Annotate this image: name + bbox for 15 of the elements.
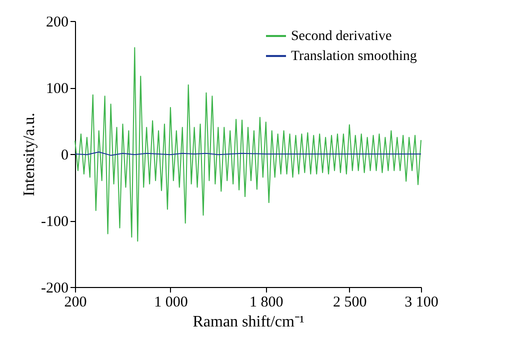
y-axis-title: Intensity/a.u. — [21, 112, 38, 196]
x-tick-label: 1 800 — [250, 294, 284, 310]
y-tick-label: -200 — [41, 280, 68, 296]
y-tick-label: 200 — [46, 14, 68, 30]
line-series — [74, 47, 422, 242]
legend-label: Translation smoothing — [291, 49, 417, 64]
x-axis-title: Raman shift/cm⁻¹ — [192, 314, 304, 330]
x-tick-label: 1 000 — [154, 294, 188, 310]
x-tick-label: 200 — [64, 294, 87, 310]
x-tick-label: 2 500 — [333, 294, 367, 310]
x-tick-label: 3 100 — [404, 294, 438, 310]
y-tick-label: -100 — [41, 214, 68, 230]
legend-label: Second derivative — [291, 29, 392, 44]
y-tick-label: 0 — [61, 148, 68, 164]
y-tick-label: 100 — [46, 81, 68, 97]
